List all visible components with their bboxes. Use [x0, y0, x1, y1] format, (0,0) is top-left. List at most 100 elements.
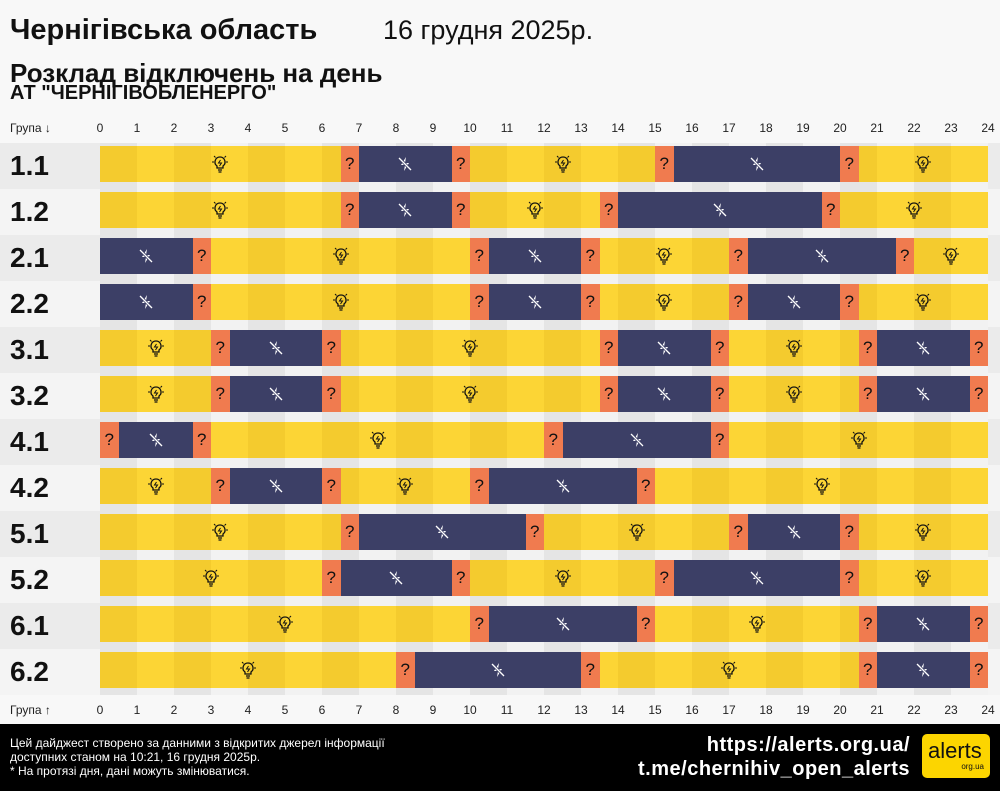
segment-maybe[interactable]: ?	[858, 376, 877, 412]
segment-maybe[interactable]: ?	[100, 422, 119, 458]
segment-maybe[interactable]: ?	[192, 238, 211, 274]
segment-on[interactable]	[470, 146, 655, 182]
segment-maybe[interactable]: ?	[470, 606, 489, 642]
segment-maybe[interactable]: ?	[858, 606, 877, 642]
segment-maybe[interactable]: ?	[636, 606, 655, 642]
segment-on[interactable]	[729, 330, 859, 366]
segment-off[interactable]	[100, 238, 193, 274]
segment-on[interactable]	[100, 330, 211, 366]
segment-on[interactable]	[729, 422, 988, 458]
segment-off[interactable]	[359, 192, 452, 228]
segment-off[interactable]	[488, 238, 581, 274]
segment-on[interactable]	[100, 468, 211, 504]
segment-maybe[interactable]: ?	[969, 376, 988, 412]
segment-off[interactable]	[359, 514, 526, 550]
segment-maybe[interactable]: ?	[322, 376, 341, 412]
alerts-logo[interactable]: alerts org.ua	[922, 734, 990, 778]
segment-on[interactable]	[914, 238, 988, 274]
segment-on[interactable]	[544, 514, 729, 550]
segment-off[interactable]	[488, 468, 637, 504]
segment-maybe[interactable]: ?	[969, 606, 988, 642]
segment-off[interactable]	[229, 468, 322, 504]
segment-off[interactable]	[229, 330, 322, 366]
segment-maybe[interactable]: ?	[729, 284, 748, 320]
segment-off[interactable]	[747, 284, 840, 320]
segment-maybe[interactable]: ?	[544, 422, 563, 458]
segment-on[interactable]	[840, 192, 988, 228]
segment-maybe[interactable]: ?	[636, 468, 655, 504]
segment-maybe[interactable]: ?	[655, 146, 674, 182]
segment-on[interactable]	[100, 192, 341, 228]
segment-on[interactable]	[100, 652, 396, 688]
segment-on[interactable]	[859, 146, 989, 182]
segment-maybe[interactable]: ?	[451, 192, 470, 228]
segment-off[interactable]	[673, 560, 840, 596]
segment-maybe[interactable]: ?	[655, 560, 674, 596]
segment-off[interactable]	[340, 560, 452, 596]
site-link[interactable]: https://alerts.org.ua/	[706, 734, 910, 756]
segment-on[interactable]	[341, 468, 471, 504]
segment-on[interactable]	[100, 560, 322, 596]
segment-off[interactable]	[747, 238, 896, 274]
segment-on[interactable]	[211, 422, 544, 458]
telegram-link[interactable]: t.me/chernihiv_open_alerts	[638, 758, 910, 780]
segment-maybe[interactable]: ?	[729, 514, 748, 550]
segment-maybe[interactable]: ?	[340, 146, 359, 182]
segment-maybe[interactable]: ?	[599, 192, 618, 228]
segment-off[interactable]	[877, 330, 970, 366]
segment-maybe[interactable]: ?	[322, 468, 341, 504]
segment-off[interactable]	[877, 376, 970, 412]
segment-maybe[interactable]: ?	[396, 652, 415, 688]
segment-off[interactable]	[488, 284, 581, 320]
segment-maybe[interactable]: ?	[840, 146, 859, 182]
segment-maybe[interactable]: ?	[340, 192, 359, 228]
segment-maybe[interactable]: ?	[710, 330, 729, 366]
segment-off[interactable]	[673, 146, 840, 182]
segment-off[interactable]	[488, 606, 637, 642]
segment-maybe[interactable]: ?	[322, 330, 341, 366]
segment-maybe[interactable]: ?	[840, 514, 859, 550]
segment-on[interactable]	[859, 514, 989, 550]
segment-on[interactable]	[655, 606, 859, 642]
segment-off[interactable]	[100, 284, 193, 320]
segment-off[interactable]	[562, 422, 711, 458]
segment-on[interactable]	[100, 606, 470, 642]
segment-maybe[interactable]: ?	[192, 284, 211, 320]
segment-on[interactable]	[859, 560, 989, 596]
segment-on[interactable]	[100, 146, 341, 182]
segment-off[interactable]	[618, 330, 711, 366]
segment-off[interactable]	[414, 652, 581, 688]
segment-maybe[interactable]: ?	[525, 514, 544, 550]
segment-maybe[interactable]: ?	[821, 192, 840, 228]
segment-on[interactable]	[655, 468, 988, 504]
segment-maybe[interactable]: ?	[451, 146, 470, 182]
segment-maybe[interactable]: ?	[729, 238, 748, 274]
segment-maybe[interactable]: ?	[710, 422, 729, 458]
segment-off[interactable]	[618, 192, 822, 228]
segment-on[interactable]	[729, 376, 859, 412]
segment-maybe[interactable]: ?	[340, 514, 359, 550]
segment-maybe[interactable]: ?	[211, 468, 230, 504]
segment-on[interactable]	[100, 514, 341, 550]
segment-maybe[interactable]: ?	[599, 376, 618, 412]
segment-on[interactable]	[859, 284, 989, 320]
segment-off[interactable]	[229, 376, 322, 412]
segment-off[interactable]	[359, 146, 452, 182]
segment-on[interactable]	[211, 284, 470, 320]
segment-maybe[interactable]: ?	[895, 238, 914, 274]
segment-maybe[interactable]: ?	[211, 330, 230, 366]
segment-maybe[interactable]: ?	[858, 652, 877, 688]
segment-on[interactable]	[470, 560, 655, 596]
segment-maybe[interactable]: ?	[470, 238, 489, 274]
segment-maybe[interactable]: ?	[858, 330, 877, 366]
segment-maybe[interactable]: ?	[969, 652, 988, 688]
segment-maybe[interactable]: ?	[470, 468, 489, 504]
segment-off[interactable]	[877, 652, 970, 688]
segment-maybe[interactable]: ?	[192, 422, 211, 458]
segment-on[interactable]	[341, 376, 600, 412]
segment-maybe[interactable]: ?	[710, 376, 729, 412]
segment-maybe[interactable]: ?	[599, 330, 618, 366]
segment-maybe[interactable]: ?	[451, 560, 470, 596]
segment-maybe[interactable]: ?	[211, 376, 230, 412]
segment-maybe[interactable]: ?	[322, 560, 341, 596]
